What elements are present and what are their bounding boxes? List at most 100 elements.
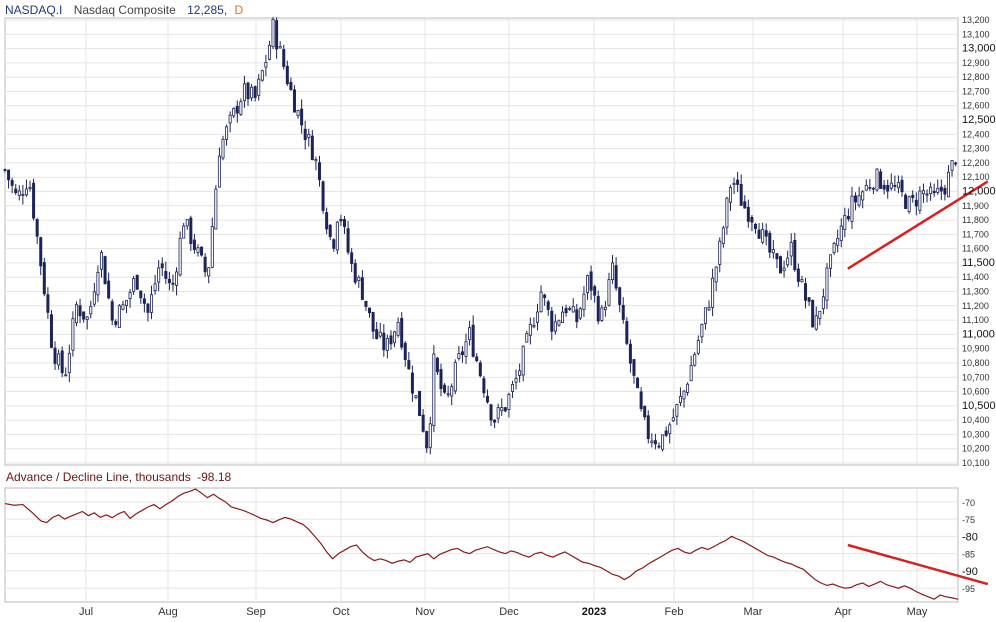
candle (260, 70, 264, 81)
candle (525, 333, 529, 343)
candle (918, 190, 922, 211)
candle (929, 186, 933, 195)
candle (132, 278, 136, 292)
candle (571, 305, 575, 313)
candle (682, 390, 686, 400)
candle (110, 301, 114, 321)
candle (307, 134, 311, 138)
symbol-label[interactable]: NASDAQ.I (5, 3, 63, 17)
price-trendline (847, 180, 989, 270)
candle (82, 311, 86, 320)
advance-decline-plot (4, 488, 989, 600)
candle (217, 155, 221, 188)
candle (600, 307, 604, 321)
candle (532, 324, 536, 328)
index-name: Nasdaq Composite (73, 3, 176, 17)
candle (125, 300, 129, 306)
candle (943, 187, 947, 195)
candle (464, 341, 468, 357)
candle (128, 292, 132, 299)
candle (514, 378, 518, 383)
candle (432, 353, 436, 426)
candle (189, 217, 193, 244)
candle (350, 252, 354, 264)
candle (914, 199, 918, 207)
candle (443, 384, 447, 393)
candle (282, 49, 286, 67)
candle (614, 265, 618, 289)
candle (846, 216, 850, 220)
price-plot-frame (4, 17, 959, 466)
candle (428, 423, 432, 448)
candle (292, 89, 296, 113)
price-axis-label: 12,800 (962, 72, 990, 82)
candle (353, 263, 357, 283)
candle (521, 345, 525, 376)
candle (221, 138, 225, 159)
candle (7, 169, 11, 181)
candle (450, 386, 454, 397)
month-label: Jul (79, 606, 93, 618)
candle (857, 195, 861, 206)
period-label[interactable]: D (234, 3, 244, 17)
candle (200, 246, 204, 256)
candle (146, 303, 150, 313)
month-label: Apr (834, 606, 851, 618)
candle (825, 267, 829, 301)
ad-line (4, 488, 959, 600)
price-axis-label: 11,100 (962, 315, 989, 325)
price-axis-label: 13,200 (962, 15, 990, 25)
candle (893, 185, 897, 187)
candle (375, 329, 379, 340)
price-candles (3, 16, 989, 455)
candle (539, 291, 543, 313)
candle (175, 271, 179, 286)
candle (396, 322, 400, 336)
candle (53, 347, 57, 364)
price-axis-label: 12,000 (962, 185, 996, 197)
price-axis-label: 11,200 (962, 301, 989, 311)
price-axis-label: 10,700 (962, 372, 990, 382)
candle (753, 223, 757, 230)
candle (621, 305, 625, 320)
candle (335, 221, 339, 251)
candle (317, 162, 321, 180)
candle (14, 188, 18, 194)
candle (153, 283, 157, 292)
price-axis-label: 11,500 (962, 257, 995, 269)
candle (117, 305, 121, 329)
candle (85, 316, 89, 320)
candle (564, 307, 568, 314)
candle (707, 306, 711, 311)
candle (178, 237, 182, 276)
candle (471, 324, 475, 357)
candle (24, 188, 28, 196)
candle (900, 179, 904, 193)
candle (653, 440, 657, 445)
candle (879, 171, 883, 189)
candle (939, 186, 943, 192)
candle (786, 257, 790, 266)
candle (160, 263, 164, 269)
price-axis-label: 12,300 (962, 144, 990, 154)
candle (836, 237, 840, 246)
candle (246, 82, 250, 100)
candle (185, 219, 189, 227)
candle (35, 219, 39, 237)
candle (303, 128, 307, 140)
candle (300, 108, 304, 126)
candle (289, 81, 293, 91)
candle (228, 114, 232, 124)
candle (668, 424, 672, 434)
candle (689, 365, 693, 382)
candle (32, 182, 36, 219)
price-axis-label: 10,900 (962, 344, 990, 354)
candle (582, 293, 586, 310)
candle (39, 237, 43, 267)
price-axis-label: 12,400 (962, 129, 990, 139)
candle (203, 256, 207, 273)
candle (446, 393, 450, 396)
price-axis-label: 10,100 (962, 458, 990, 468)
candle (618, 287, 622, 305)
